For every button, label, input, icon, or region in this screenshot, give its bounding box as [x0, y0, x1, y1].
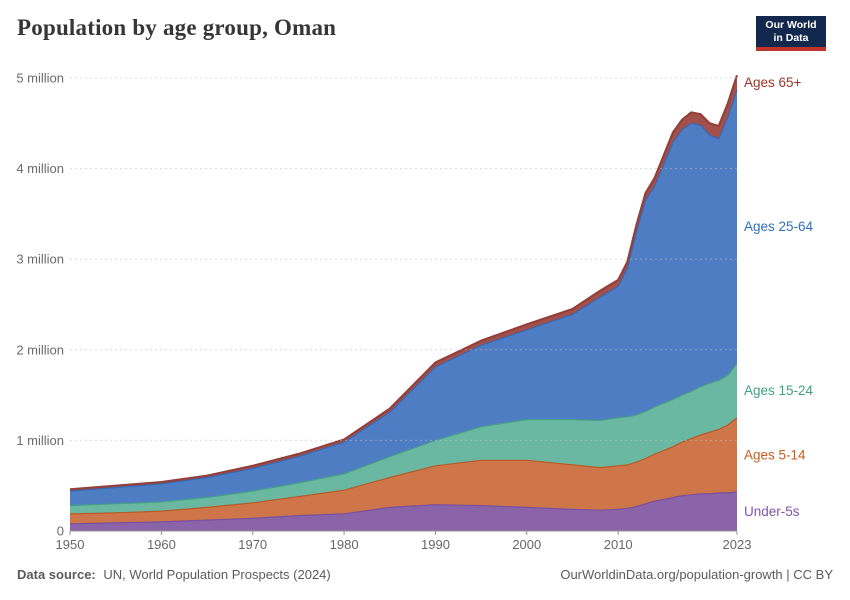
footer: Data source: UN, World Population Prospe…: [17, 567, 833, 582]
area-ages-5-14[interactable]: [70, 417, 737, 524]
data-source-text: UN, World Population Prospects (2024): [99, 567, 331, 582]
x-axis-label: 1960: [147, 537, 176, 552]
line-ages-15-24: [69, 363, 738, 507]
series-label-ages-15-24[interactable]: Ages 15-24: [744, 383, 814, 398]
owid-logo[interactable]: Our World in Data: [756, 16, 826, 51]
line-ages-65plus: [69, 74, 739, 491]
y-axis-label: 2 million: [16, 342, 64, 357]
y-axis-label: 4 million: [16, 161, 64, 176]
owid-logo-line2: in Data: [773, 31, 809, 44]
area-ages-25-64[interactable]: [70, 89, 737, 506]
series-label-ages-5-14[interactable]: Ages 5-14: [744, 447, 806, 462]
x-axis-label: 1990: [421, 537, 450, 552]
x-axis-label: 1950: [56, 537, 85, 552]
x-axis-label: 2000: [512, 537, 541, 552]
y-axis-label: 3 million: [16, 252, 64, 267]
series-label-under-5s[interactable]: Under-5s: [744, 504, 800, 519]
y-axis-label: 0: [57, 524, 64, 539]
footer-credit-link[interactable]: OurWorldinData.org/population-growth | C…: [560, 567, 833, 582]
x-axis-label: 1980: [330, 537, 359, 552]
y-axis-label: 5 million: [16, 71, 64, 86]
x-axis-label: 2023: [723, 537, 752, 552]
area-ages-15-24[interactable]: [70, 363, 737, 514]
data-source-label: Data source:: [17, 567, 96, 582]
owid-logo-line1: Our World: [765, 19, 817, 31]
y-axis-label: 1 million: [16, 433, 64, 448]
line-ages-5-14: [69, 417, 738, 515]
x-axis-label: 1970: [238, 537, 267, 552]
line-ages-25-64: [69, 89, 738, 492]
chart-header: Population by age group, Oman Our World …: [17, 14, 838, 51]
page-title: Population by age group, Oman: [17, 15, 337, 40]
area-under-5s[interactable]: [70, 492, 737, 531]
series-label-ages-65plus[interactable]: Ages 65+: [744, 75, 802, 90]
data-source: Data source: UN, World Population Prospe…: [17, 567, 331, 582]
line-under-5s: [69, 491, 738, 525]
x-axis-label: 2010: [604, 537, 633, 552]
series-label-ages-25-64[interactable]: Ages 25-64: [744, 219, 814, 234]
